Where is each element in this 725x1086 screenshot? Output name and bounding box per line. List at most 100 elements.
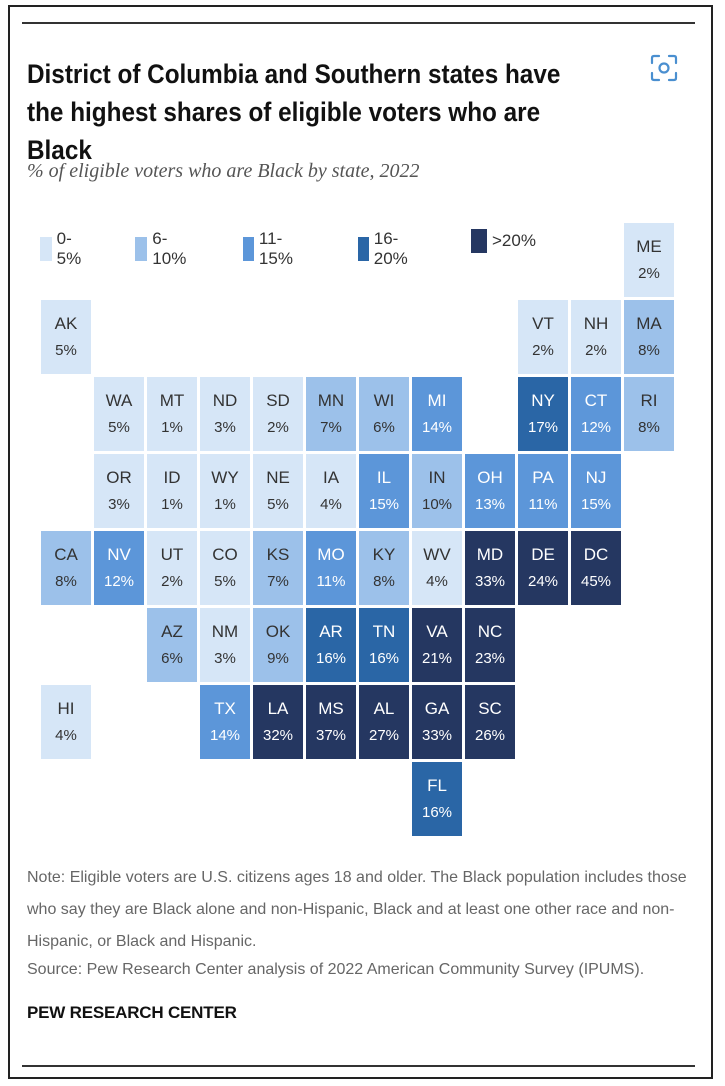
state-tile-il: IL 15% [358, 453, 410, 529]
state-abbr: MD [476, 545, 504, 564]
state-abbr: AR [319, 622, 343, 641]
state-abbr: DE [531, 545, 555, 564]
state-value: 6% [373, 419, 395, 436]
state-value: 4% [426, 573, 448, 590]
state-value: 2% [161, 573, 183, 590]
state-value: 2% [585, 342, 607, 359]
state-tile-ne: NE 5% [252, 453, 304, 529]
state-abbr: NJ [585, 468, 607, 487]
state-value: 1% [161, 419, 183, 436]
focus-frame-icon [650, 54, 678, 82]
state-abbr: IA [322, 468, 340, 487]
legend-label: 11-15% [258, 229, 293, 268]
legend-item-11-15: 11-15% [243, 229, 298, 269]
state-value: 8% [638, 342, 660, 359]
focus-button[interactable] [640, 37, 688, 99]
state-value: 11% [528, 496, 558, 513]
state-value: 3% [108, 496, 130, 513]
state-abbr: VT [532, 314, 554, 333]
state-value: 1% [161, 496, 183, 513]
state-value: 3% [214, 419, 236, 436]
legend-item-over-20: >20% [471, 229, 536, 253]
state-tile-ks: KS 7% [252, 530, 304, 606]
state-value: 7% [267, 573, 289, 590]
chart-frame [22, 22, 695, 1067]
state-abbr: KY [372, 545, 396, 564]
state-tile-nc: NC 23% [464, 607, 516, 683]
state-abbr: VA [426, 622, 448, 641]
state-abbr: WI [373, 391, 395, 410]
state-abbr: MA [636, 314, 662, 333]
state-abbr: SC [478, 699, 502, 718]
state-value: 45% [580, 573, 612, 590]
state-value: 16% [421, 804, 453, 821]
state-abbr: AK [54, 314, 78, 333]
legend-swatch [358, 237, 369, 261]
state-tile-vt: VT 2% [517, 299, 569, 375]
state-abbr: CA [54, 545, 78, 564]
state-tile-ny: NY 17% [517, 376, 569, 452]
state-value: 27% [368, 727, 400, 744]
state-abbr: NH [583, 314, 609, 333]
state-tile-al: AL 27% [358, 684, 410, 760]
state-value: 33% [421, 727, 453, 744]
state-value: 9% [267, 650, 289, 667]
state-abbr: MT [159, 391, 185, 410]
state-abbr: AZ [161, 622, 183, 641]
state-tile-sd: SD 2% [252, 376, 304, 452]
state-tile-va: VA 21% [411, 607, 463, 683]
page-title: District of Columbia and Southern states… [27, 59, 561, 165]
state-value: 15% [368, 496, 400, 513]
state-abbr: FL [427, 776, 447, 795]
state-abbr: MN [317, 391, 345, 410]
state-tile-nh: NH 2% [570, 299, 622, 375]
state-tile-wi: WI 6% [358, 376, 410, 452]
state-abbr: IN [428, 468, 446, 487]
legend-label: 0-5% [56, 229, 82, 268]
state-tile-in: IN 10% [411, 453, 463, 529]
state-tile-ga: GA 33% [411, 684, 463, 760]
state-value: 5% [108, 419, 130, 436]
state-value: 16% [315, 650, 347, 667]
state-tile-pa: PA 11% [517, 453, 569, 529]
state-abbr: WV [423, 545, 451, 564]
state-tile-de: DE 24% [517, 530, 569, 606]
state-abbr: SD [266, 391, 290, 410]
state-tile-me: ME 2% [623, 222, 675, 298]
state-value: 17% [527, 419, 559, 436]
state-tile-la: LA 32% [252, 684, 304, 760]
state-value: 2% [638, 265, 660, 282]
state-abbr: WA [105, 391, 133, 410]
chart-subtitle: % of eligible voters who are Black by st… [27, 160, 420, 182]
state-value: 37% [315, 727, 347, 744]
state-value: 10% [421, 496, 453, 513]
state-abbr: NV [107, 545, 131, 564]
state-abbr: ID [163, 468, 181, 487]
legend-item-0-5: 0-5% [40, 229, 86, 269]
state-abbr: UT [160, 545, 184, 564]
state-abbr: WY [211, 468, 239, 487]
state-abbr: LA [267, 699, 289, 718]
state-tile-mt: MT 1% [146, 376, 198, 452]
state-value: 24% [527, 573, 559, 590]
state-value: 26% [474, 727, 506, 744]
state-abbr: CT [584, 391, 608, 410]
state-value: 6% [161, 650, 183, 667]
state-abbr: AL [373, 699, 395, 718]
state-tile-ar: AR 16% [305, 607, 357, 683]
state-abbr: OR [106, 468, 132, 487]
state-abbr: ME [636, 237, 662, 256]
state-value: 5% [55, 342, 77, 359]
state-value: 32% [262, 727, 294, 744]
state-abbr: TX [214, 699, 236, 718]
state-abbr: OH [477, 468, 503, 487]
state-tile-nv: NV 12% [93, 530, 145, 606]
state-abbr: PA [532, 468, 554, 487]
state-value: 3% [214, 650, 236, 667]
state-value: 8% [373, 573, 395, 590]
state-tile-tx: TX 14% [199, 684, 251, 760]
state-value: 2% [267, 419, 289, 436]
state-tile-mi: MI 14% [411, 376, 463, 452]
state-tile-mn: MN 7% [305, 376, 357, 452]
state-tile-id: ID 1% [146, 453, 198, 529]
